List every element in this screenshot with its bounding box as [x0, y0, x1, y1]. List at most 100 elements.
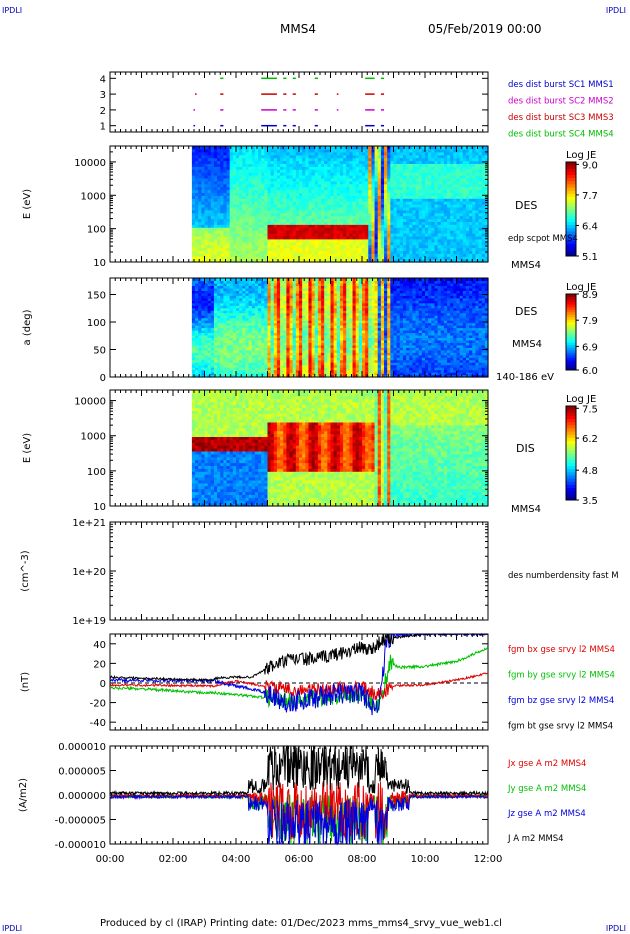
des-energy-cell [418, 221, 423, 225]
des-energy-cell [336, 186, 341, 191]
des-energy-cell [204, 253, 209, 257]
des-energy-cell [465, 209, 470, 214]
des-energy-cell [469, 204, 473, 208]
des-energy-colorbar-step [566, 234, 576, 238]
des-pitch-cell [226, 302, 231, 306]
des-energy-cell [242, 163, 247, 167]
des-energy-cell [459, 253, 464, 257]
des-energy-cell [245, 233, 250, 237]
des-energy-cell [201, 218, 206, 222]
des-energy-cell [418, 169, 423, 173]
des-energy-cell [239, 204, 243, 208]
des-energy-cell [217, 183, 221, 188]
des-energy-cell [292, 238, 297, 243]
des-pitch-cell [198, 307, 202, 311]
des-energy-cell [450, 259, 454, 263]
des-pitch-cell [201, 369, 206, 373]
des-energy-cell [481, 233, 486, 237]
des-energy-cell [365, 192, 369, 196]
des-energy-cell [220, 259, 224, 263]
des-pitch-cell [242, 297, 247, 301]
des-energy-cell [261, 209, 265, 214]
des-energy-cell [220, 180, 224, 185]
des-energy-cell [362, 198, 366, 202]
des-energy-cell [415, 195, 420, 199]
des-energy-cell [355, 215, 360, 220]
des-energy-cell [434, 206, 439, 211]
des-energy-cell [302, 209, 306, 214]
des-energy-cell [191, 163, 196, 167]
des-energy-cell [368, 224, 373, 228]
des-pitch-cell [239, 305, 243, 309]
des-energy-cell [453, 163, 458, 167]
des-energy-cell [346, 157, 350, 162]
des-energy-cell [204, 241, 209, 246]
des-pitch-cell [195, 364, 199, 368]
des-energy-cell [346, 241, 350, 246]
des-energy-cell [220, 244, 224, 249]
des-energy-cell [270, 256, 275, 260]
des-pitch-cell [223, 372, 228, 376]
des-energy-cell [462, 160, 467, 164]
des-energy-cell [258, 160, 262, 164]
des-energy-cell [402, 221, 407, 225]
des-energy-cell [276, 250, 281, 254]
des-energy-cell [443, 241, 448, 246]
des-energy-cell [302, 218, 306, 222]
des-energy-cell [469, 212, 473, 217]
des-energy-cell [276, 238, 281, 243]
des-energy-cell [251, 198, 256, 202]
des-pitch-cell [251, 367, 256, 371]
des-pitch-cell [198, 354, 202, 358]
des-energy-cell [431, 177, 436, 182]
des-energy-cell [339, 215, 344, 220]
des-pitch-cell [223, 320, 228, 324]
des-energy-cell [305, 180, 310, 185]
des-energy-cell [245, 253, 250, 257]
des-energy-cell [368, 166, 373, 170]
des-energy-cell [264, 148, 269, 153]
des-pitch-cell [198, 305, 202, 309]
des-energy-cell [380, 148, 385, 153]
des-energy-cell [421, 206, 426, 211]
des-energy-cell [321, 189, 325, 193]
des-energy-cell [465, 189, 470, 193]
des-energy-cell [204, 218, 209, 222]
des-energy-cell [330, 186, 335, 191]
des-energy-cell [295, 235, 300, 240]
des-energy-cell [254, 163, 259, 167]
des-energy-cell [462, 166, 467, 170]
des-energy-cell [362, 256, 366, 260]
des-energy-cell [339, 195, 344, 199]
des-energy-cell [437, 204, 442, 208]
des-energy-cell [324, 235, 328, 240]
des-energy-cell [327, 166, 332, 170]
des-pitch-cell [223, 287, 228, 291]
des-energy-cell [324, 169, 328, 173]
des-energy-cell [292, 148, 297, 153]
spacecraft-title: MMS4 [280, 22, 316, 36]
des-energy-cell [409, 259, 413, 263]
des-energy-cell [289, 151, 294, 156]
des-energy-cell [308, 221, 313, 225]
des-pitch-cell [248, 367, 253, 371]
datetime-title: 05/Feb/2019 00:00 [428, 22, 542, 36]
des-energy-cell [258, 204, 262, 208]
des-energy-cell [267, 180, 272, 185]
des-energy-cell [217, 189, 221, 193]
des-energy-cell [402, 169, 407, 173]
des-energy-cell [314, 238, 319, 243]
des-pitch-cell [232, 354, 237, 358]
des-energy-cell [191, 177, 196, 182]
des-energy-cell [220, 166, 224, 170]
des-energy-cell [207, 166, 212, 170]
des-energy-cell [267, 169, 272, 173]
des-energy-cell [232, 163, 237, 167]
des-energy-cell [267, 189, 272, 193]
des-energy-cell [402, 146, 407, 150]
des-energy-cell [321, 195, 325, 199]
des-energy-cell [264, 183, 269, 188]
des-energy-cell [387, 204, 391, 208]
des-energy-cell [251, 253, 256, 257]
des-energy-cell [443, 233, 448, 237]
